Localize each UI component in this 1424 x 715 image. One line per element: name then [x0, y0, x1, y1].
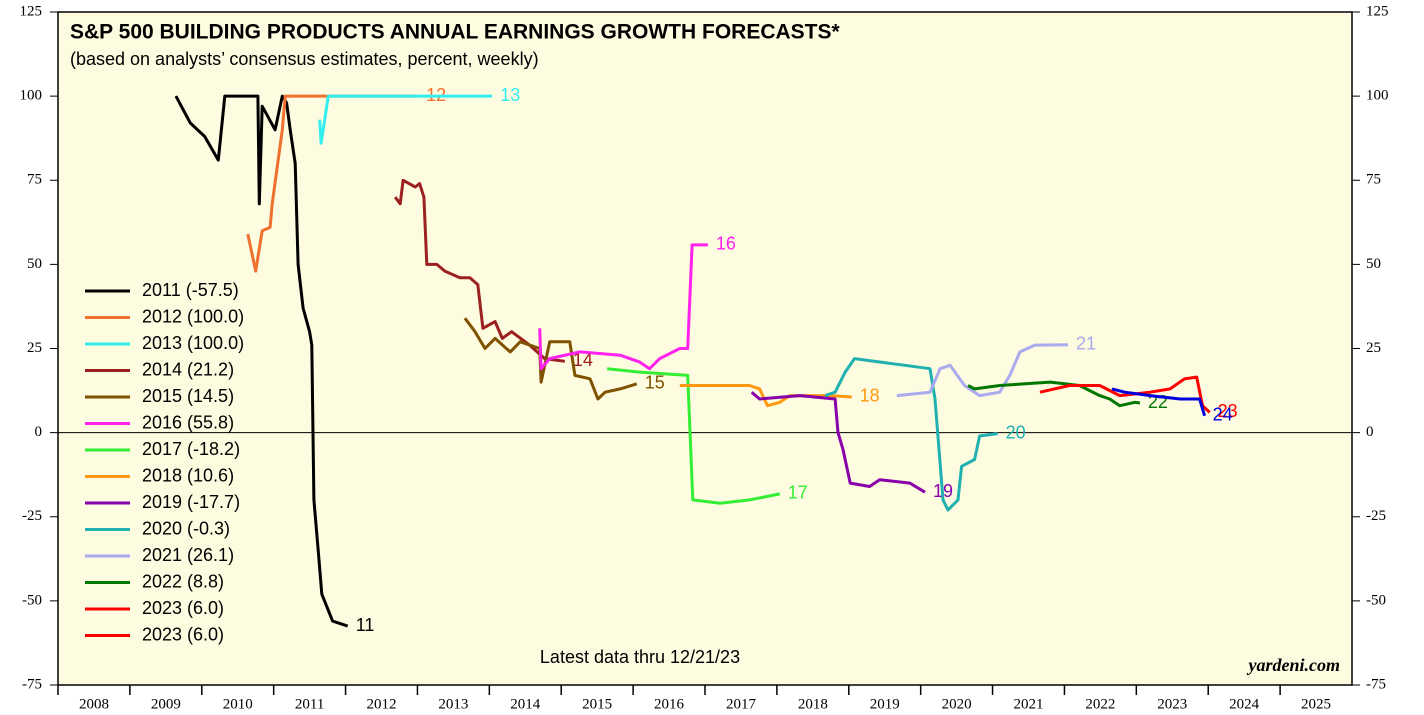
legend-label: 2023 (6.0) [142, 624, 224, 644]
series-line [896, 343, 1069, 398]
end-label: 20 [1006, 422, 1026, 442]
y-tick-label: 125 [20, 3, 43, 19]
y2-tick-label: -50 [1366, 592, 1386, 608]
x-tick-label: 2019 [870, 696, 900, 712]
x-tick-label: 2009 [151, 696, 181, 712]
series-line [967, 380, 1141, 408]
legend-label: 2019 (-17.7) [142, 492, 240, 512]
series-line [679, 384, 852, 408]
x-tick-label: 2008 [79, 696, 109, 712]
x-tick-label: 2014 [510, 696, 541, 712]
series-line [174, 94, 349, 628]
legend-label: 2018 (10.6) [142, 465, 234, 485]
y-tick-label: 100 [20, 88, 43, 104]
end-label: 15 [645, 373, 665, 393]
x-tick-label: 2016 [654, 696, 685, 712]
x-tick-label: 2015 [582, 696, 612, 712]
legend-label: 2017 (-18.2) [142, 439, 240, 459]
legend-label: 2016 (55.8) [142, 412, 234, 432]
y-tick-label: 50 [27, 256, 42, 272]
end-label: 16 [716, 234, 736, 254]
y-tick-label: 75 [27, 172, 42, 188]
y-tick-label: -25 [22, 508, 42, 524]
legend-label: 2015 (14.5) [142, 386, 234, 406]
legend-label: 2023 (6.0) [142, 598, 224, 618]
y2-tick-label: 0 [1366, 424, 1374, 440]
end-label: 13 [500, 85, 520, 105]
series-line [393, 178, 565, 363]
series-line [1039, 375, 1211, 414]
y2-tick-label: 50 [1366, 256, 1381, 272]
end-label: 11 [356, 615, 375, 635]
end-label: 14 [573, 350, 593, 370]
y2-tick-label: 125 [1366, 3, 1389, 19]
end-label: 18 [860, 386, 880, 406]
x-tick-label: 2010 [223, 696, 253, 712]
series-line [246, 94, 419, 273]
x-tick-label: 2022 [1085, 696, 1115, 712]
series-line [750, 391, 926, 494]
legend-label: 2012 (100.0) [142, 306, 244, 326]
legend-label: 2014 (21.2) [142, 359, 234, 379]
x-tick-label: 2013 [438, 696, 468, 712]
y-tick-label: 25 [27, 340, 42, 356]
legend-label: 2013 (100.0) [142, 333, 244, 353]
series-line [318, 94, 493, 145]
series-line [824, 357, 998, 512]
end-label: 17 [788, 483, 808, 503]
legend-label: 2021 (26.1) [142, 545, 234, 565]
y-tick-label: -50 [22, 592, 42, 608]
y-tick-label: -75 [22, 676, 42, 692]
x-tick-label: 2017 [726, 696, 757, 712]
x-tick-label: 2023 [1157, 696, 1187, 712]
series-line [607, 367, 781, 505]
legend-label: 2011 (-57.5) [142, 280, 239, 300]
note: Latest data thru 12/21/23 [540, 647, 740, 667]
x-tick-label: 2025 [1301, 696, 1331, 712]
x-tick-label: 2012 [367, 696, 397, 712]
y2-tick-label: 75 [1366, 172, 1381, 188]
x-tick-label: 2021 [1014, 696, 1044, 712]
x-tick-label: 2020 [942, 696, 972, 712]
legend-label: 2020 (-0.3) [142, 518, 230, 538]
y2-tick-label: 25 [1366, 340, 1381, 356]
legend-label: 2022 (8.8) [142, 571, 224, 591]
chart-subtitle: (based on analysts’ consensus estimates,… [70, 49, 539, 69]
chart-title: S&P 500 BUILDING PRODUCTS ANNUAL EARNING… [70, 21, 841, 44]
x-tick-label: 2011 [295, 696, 324, 712]
end-label: 21 [1076, 334, 1096, 354]
end-label: 24 [1213, 405, 1233, 425]
series-line [538, 243, 708, 371]
series-line [1111, 387, 1207, 417]
x-tick-label: 2018 [798, 696, 828, 712]
plot-frame [57, 11, 1353, 686]
end-label: 23 [1218, 401, 1238, 421]
x-tick-label: 2024 [1229, 696, 1260, 712]
y2-tick-label: -25 [1366, 508, 1386, 524]
source: yardeni.com [1247, 655, 1341, 675]
y-tick-label: 0 [35, 424, 43, 440]
y2-tick-label: -75 [1366, 676, 1386, 692]
y2-tick-label: 100 [1366, 88, 1389, 104]
